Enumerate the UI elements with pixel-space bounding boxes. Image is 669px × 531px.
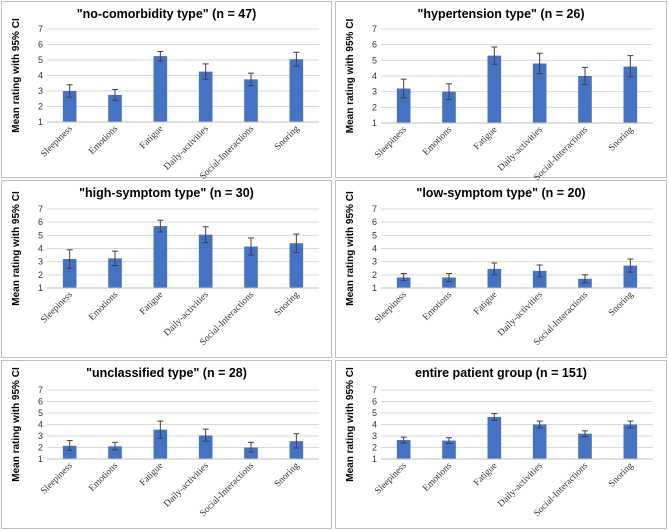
y-tick-label: 7 — [38, 385, 43, 395]
bar — [487, 55, 502, 124]
y-axis-label: Mean rating with 95% CI — [345, 19, 356, 134]
y-tick-label: 5 — [372, 230, 377, 240]
y-tick-label: 1 — [38, 454, 43, 464]
bar — [108, 446, 122, 459]
bar — [198, 435, 213, 459]
chart-title: "no-comorbidity type" (n = 47) — [77, 7, 257, 21]
y-axis-label: Mean rating with 95% CI — [345, 367, 356, 482]
y-axis-label: Mean rating with 95% CI — [11, 367, 22, 482]
bar — [623, 424, 638, 459]
y-tick-label: 6 — [38, 397, 43, 407]
bar — [198, 71, 213, 122]
bar — [532, 424, 547, 459]
bar — [153, 429, 168, 459]
bar — [244, 447, 258, 459]
y-tick-label: 7 — [38, 204, 43, 214]
chart-title: "unclassified type" (n = 28) — [86, 366, 247, 380]
bar — [623, 66, 638, 123]
y-axis-label: Mean rating with 95% CI — [11, 191, 22, 306]
y-tick-label: 6 — [372, 397, 377, 407]
bar — [153, 56, 168, 122]
bar — [532, 270, 547, 288]
chart-panel: entire patient group (n = 151) Mean ratin… — [335, 360, 667, 529]
y-tick-label: 4 — [38, 420, 43, 430]
y-tick-label: 7 — [372, 204, 377, 214]
y-tick-label: 4 — [38, 71, 43, 81]
chart-panel: "unclassified type" (n = 28) Mean rating … — [1, 360, 332, 529]
y-tick-label: 2 — [38, 443, 43, 453]
y-tick-label: 1 — [38, 283, 43, 293]
y-tick-label: 5 — [38, 55, 43, 65]
y-tick-label: 2 — [372, 102, 377, 112]
y-tick-label: 4 — [372, 420, 377, 430]
y-tick-label: 5 — [38, 230, 43, 240]
bar — [578, 433, 592, 459]
bar — [396, 440, 411, 459]
chart-title: "hypertension type" (n = 26) — [417, 7, 584, 21]
chart-title: "high-symptom type" (n = 30) — [79, 186, 254, 200]
chart-title: entire patient group (n = 151) — [415, 366, 587, 380]
y-tick-label: 4 — [372, 244, 377, 254]
y-tick-label: 7 — [372, 24, 377, 34]
chart-panel: "low-symptom type" (n = 20) Mean rating w… — [335, 180, 667, 358]
bar — [487, 268, 502, 288]
bar — [153, 226, 168, 288]
y-tick-label: 4 — [372, 71, 377, 81]
y-tick-label: 2 — [372, 270, 377, 280]
y-axis-label: Mean rating with 95% CI — [345, 191, 356, 306]
bar — [108, 258, 122, 288]
y-tick-label: 1 — [372, 118, 377, 128]
bar — [442, 440, 456, 459]
bar — [623, 265, 638, 288]
y-tick-label: 3 — [372, 431, 377, 441]
bar — [289, 59, 304, 122]
bar — [532, 63, 547, 123]
bar — [442, 91, 456, 123]
y-tick-label: 7 — [38, 24, 43, 34]
y-tick-label: 3 — [372, 257, 377, 267]
bar — [62, 445, 77, 459]
bar — [289, 441, 304, 459]
chart-panel: "high-symptom type" (n = 30) Mean rating … — [1, 180, 332, 358]
y-tick-label: 5 — [38, 408, 43, 418]
bar — [244, 246, 258, 288]
bar — [108, 94, 122, 122]
y-tick-label: 6 — [38, 40, 43, 50]
bar — [396, 88, 411, 123]
bar — [487, 417, 502, 459]
bar — [396, 277, 411, 288]
y-tick-label: 6 — [372, 40, 377, 50]
y-tick-label: 5 — [372, 55, 377, 65]
y-tick-label: 4 — [38, 244, 43, 254]
chart-panel: "no-comorbidity type" (n = 47) Mean ratin… — [1, 1, 332, 182]
y-tick-label: 2 — [372, 443, 377, 453]
y-tick-label: 5 — [372, 408, 377, 418]
bar — [289, 243, 304, 288]
y-tick-label: 1 — [38, 117, 43, 127]
bar — [578, 76, 592, 123]
bar — [62, 91, 77, 122]
y-tick-label: 1 — [372, 283, 377, 293]
bar — [198, 234, 213, 288]
y-tick-label: 3 — [38, 431, 43, 441]
bar — [62, 259, 77, 288]
y-tick-label: 2 — [38, 102, 43, 112]
bar — [578, 278, 592, 288]
y-tick-label: 6 — [38, 217, 43, 227]
y-tick-label: 2 — [38, 270, 43, 280]
y-tick-label: 3 — [38, 257, 43, 267]
chart-panel: "hypertension type" (n = 26) Mean rating … — [335, 1, 667, 183]
y-tick-label: 1 — [372, 454, 377, 464]
y-tick-label: 3 — [38, 86, 43, 96]
chart-title: "low-symptom type" (n = 20) — [416, 186, 585, 200]
bar — [244, 79, 258, 122]
y-axis-label: Mean rating with 95% CI — [11, 18, 22, 133]
y-tick-label: 3 — [372, 87, 377, 97]
y-tick-label: 6 — [372, 217, 377, 227]
y-tick-label: 7 — [372, 385, 377, 395]
bar — [442, 277, 456, 288]
